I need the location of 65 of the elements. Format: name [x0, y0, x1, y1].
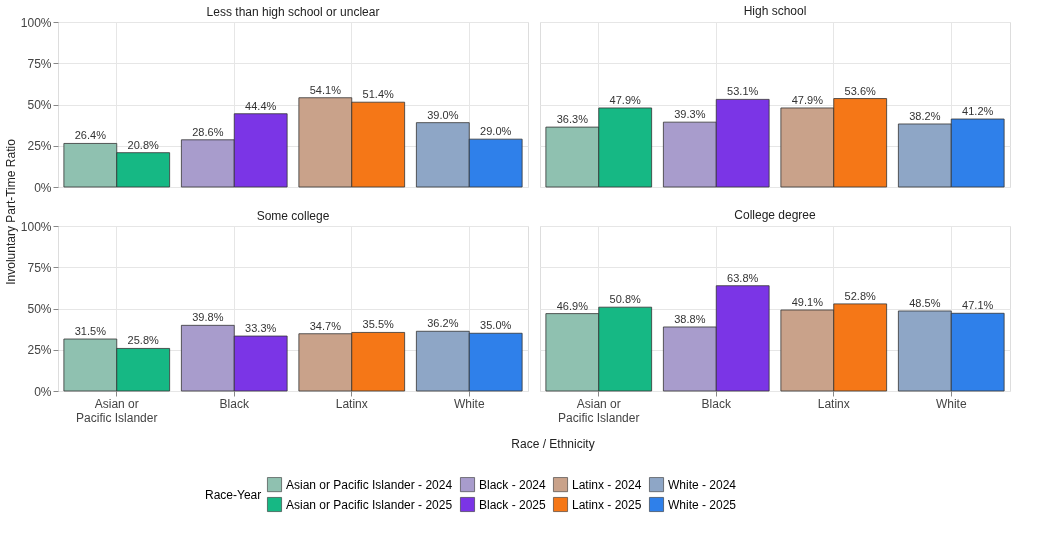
data-label: 28.6% [192, 125, 224, 138]
chart-title: High school [743, 4, 807, 18]
y-axis-title: Involuntary Part-Time Ratio [4, 138, 18, 285]
y-tick-label: 50% [27, 98, 52, 112]
x-tick-label: White [935, 396, 967, 411]
y-tick-label: 25% [27, 343, 52, 358]
data-label: 53.1% [727, 85, 759, 98]
legend-label: Latinx - 2025 [572, 497, 642, 512]
data-label: 35.0% [480, 319, 512, 332]
data-label: 39.3% [674, 108, 706, 121]
data-label: 26.4% [74, 129, 107, 142]
y-tick-label: 100% [20, 15, 52, 30]
data-label: 47.1% [962, 299, 994, 312]
data-label: 36.2% [427, 317, 459, 330]
data-label: 33.3% [245, 322, 277, 335]
legend-label: Asian or Pacific Islander - 2024 [286, 477, 453, 492]
y-tick-label: 50% [27, 302, 52, 316]
legend-label: Black - 2024 [479, 477, 547, 492]
data-label: 52.8% [844, 289, 876, 302]
data-label: 34.7% [309, 319, 342, 332]
data-label: 38.8% [674, 312, 706, 325]
chart-title: Some college [256, 209, 330, 223]
x-tick-label: Black [219, 396, 250, 411]
data-label: 35.5% [362, 318, 394, 331]
data-label: 41.2% [962, 105, 994, 118]
y-tick-label: 0% [34, 384, 52, 399]
y-tick-label: 25% [27, 139, 52, 154]
data-label: 63.8% [727, 271, 759, 284]
chart-title: College degree [734, 208, 817, 222]
y-tick-label: 75% [27, 56, 52, 71]
x-tick-label: Latinx [335, 396, 368, 411]
data-label: 47.9% [609, 93, 641, 106]
data-label: 38.2% [909, 109, 941, 122]
legend-label: White - 2024 [668, 477, 737, 492]
x-tick-label: Asian or Pacific Islander [558, 396, 640, 425]
legend-title: Race-Year [205, 488, 262, 502]
data-label: 46.9% [556, 299, 589, 312]
x-tick-label: Latinx [817, 396, 850, 411]
y-tick-label: 0% [34, 180, 52, 195]
y-tick-label: 100% [20, 219, 52, 234]
data-label: 50.8% [609, 293, 641, 306]
legend-label: Asian or Pacific Islander - 2025 [286, 497, 453, 512]
chart-title: Less than high school or unclear [206, 5, 380, 19]
data-label: 47.9% [791, 93, 824, 106]
data-label: 53.6% [844, 84, 876, 97]
x-tick-label: White [453, 396, 485, 411]
x-tick-label: Black [701, 396, 732, 411]
legend-label: Latinx - 2024 [572, 477, 642, 492]
x-tick-label: Asian or Pacific Islander [76, 396, 158, 425]
data-label: 36.3% [556, 113, 589, 126]
data-label: 54.1% [309, 83, 342, 96]
data-label: 31.5% [74, 325, 107, 338]
data-label: 20.8% [127, 138, 159, 151]
data-label: 48.5% [909, 296, 941, 309]
data-label: 44.4% [245, 99, 277, 112]
data-label: 25.8% [127, 334, 159, 347]
data-label: 49.1% [791, 295, 824, 308]
data-label: 51.4% [362, 88, 394, 101]
x-axis-title: Race / Ethnicity [511, 437, 595, 451]
y-tick-label: 75% [27, 260, 52, 275]
data-label: 29.0% [480, 125, 512, 138]
data-label: 39.0% [427, 108, 459, 121]
legend-label: White - 2025 [668, 497, 737, 512]
data-label: 39.8% [192, 311, 224, 324]
legend-label: Black - 2025 [479, 497, 547, 512]
